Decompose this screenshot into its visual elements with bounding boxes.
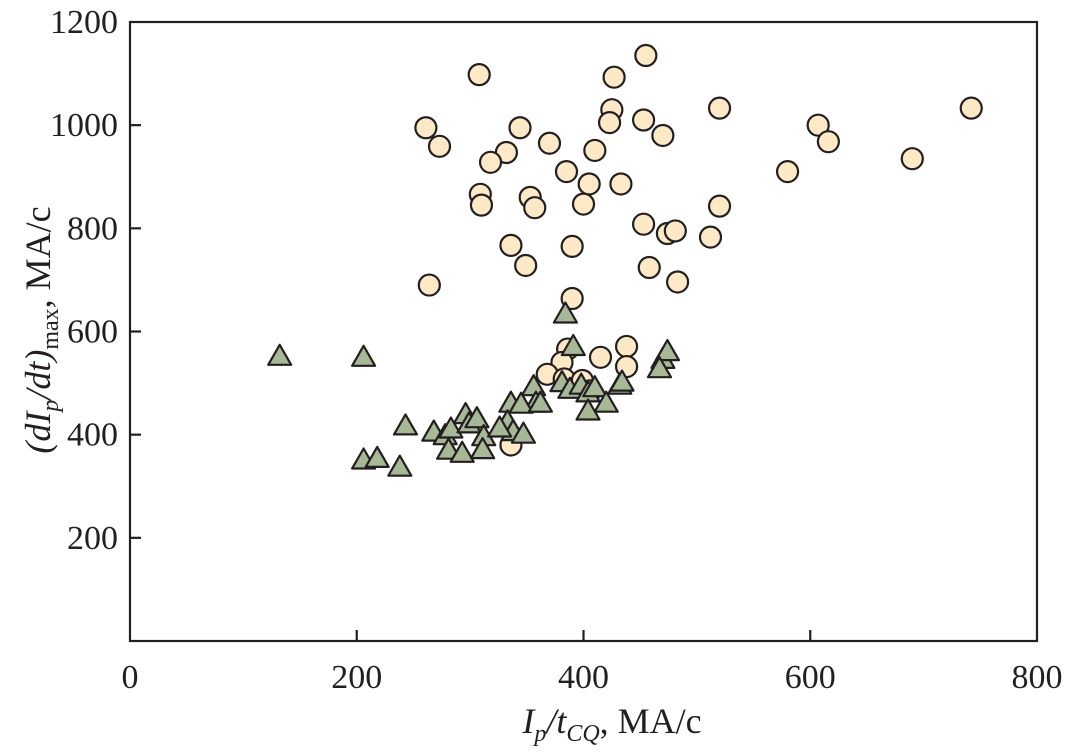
y-tick-label: 200	[67, 520, 118, 557]
x-axis-title-mid: /t	[544, 701, 567, 741]
circle-point	[417, 273, 441, 297]
circle-point	[698, 225, 723, 249]
triangle-point	[267, 343, 293, 366]
y-tick-label: 1200	[50, 4, 118, 41]
circle-point	[597, 110, 622, 135]
circle-point	[707, 96, 732, 120]
circle-point	[467, 63, 491, 87]
triangle-point	[464, 406, 490, 429]
triangle-point	[646, 356, 673, 379]
circle-point	[427, 134, 452, 158]
triangle-point	[654, 339, 681, 362]
axis-tick-labels: 0 200 400 600 800 200 400 600 800 1000 1200	[50, 4, 1063, 696]
triangle-point	[487, 415, 513, 438]
circle-point	[508, 116, 532, 140]
axis-ticks	[130, 124, 812, 641]
circle-point	[588, 345, 613, 369]
circle-point	[775, 159, 800, 184]
circle-point	[537, 131, 562, 155]
y-tick-label: 800	[67, 210, 118, 247]
circle-point	[631, 108, 656, 132]
y-axis-title-sub2: max	[38, 308, 64, 349]
circle-point	[414, 116, 438, 140]
circle-point	[560, 234, 584, 258]
triangle-point	[364, 445, 390, 468]
circle-point	[523, 196, 547, 220]
circle-point	[499, 233, 523, 257]
circle-point	[959, 96, 983, 120]
triangle-point	[575, 398, 601, 421]
triangle-point	[392, 413, 419, 436]
y-axis-title: (dIp/dt)max, MA/c	[18, 206, 64, 453]
triangle-point	[508, 391, 534, 414]
x-axis-title-unit: , MA/c	[600, 701, 702, 741]
triangle-point	[449, 440, 475, 463]
x-axis-title: Ip/tCQ, MA/c	[521, 701, 701, 747]
triangle-point	[387, 454, 413, 477]
circle-point	[707, 194, 732, 218]
y-tick-label: 400	[67, 417, 118, 454]
x-tick-label: 0	[122, 659, 139, 696]
circle-point	[602, 65, 626, 89]
triangle-series	[267, 301, 681, 477]
x-axis-title-sub2: CQ	[566, 721, 599, 747]
triangle-point	[351, 344, 377, 367]
circle-series	[414, 43, 983, 457]
y-axis-title-open: (dI	[18, 410, 58, 454]
x-tick-label: 400	[558, 659, 609, 696]
y-axis-title-mid: /dt)	[18, 350, 58, 402]
circle-point	[631, 212, 656, 236]
plot-frame	[128, 20, 1039, 643]
circle-point	[634, 43, 658, 68]
triangle-point	[527, 390, 554, 413]
circle-point	[514, 253, 538, 278]
circle-point	[806, 113, 830, 137]
x-tick-label: 200	[331, 659, 382, 696]
circle-point	[478, 150, 503, 174]
triangle-point	[582, 375, 608, 398]
circle-point	[900, 147, 924, 171]
circle-point	[577, 172, 601, 196]
circle-point	[666, 270, 690, 294]
circle-point	[614, 334, 639, 359]
y-axis-title-unit: , MA/c	[18, 206, 58, 308]
x-axis-title-sub1: p	[532, 721, 546, 747]
x-axis-title-base: I	[521, 701, 536, 741]
circle-point	[583, 138, 607, 163]
y-tick-label: 600	[67, 314, 118, 351]
circle-point	[609, 172, 633, 196]
x-tick-label: 800	[1012, 659, 1063, 696]
circle-point	[637, 255, 661, 280]
triangle-point	[552, 301, 579, 324]
circle-point	[816, 130, 840, 154]
triangle-point	[560, 333, 586, 357]
triangle-point	[609, 369, 635, 392]
triangle-point	[470, 437, 496, 460]
circle-point	[554, 159, 579, 184]
triangle-point	[593, 390, 619, 413]
y-axis-title-sub1: p	[38, 400, 64, 414]
circle-point	[663, 219, 687, 243]
circle-point	[651, 123, 675, 148]
circle-point	[571, 192, 596, 216]
y-tick-label: 1000	[50, 107, 118, 144]
x-tick-label: 600	[785, 659, 836, 696]
circle-point	[469, 193, 494, 217]
triangle-point	[510, 421, 537, 444]
